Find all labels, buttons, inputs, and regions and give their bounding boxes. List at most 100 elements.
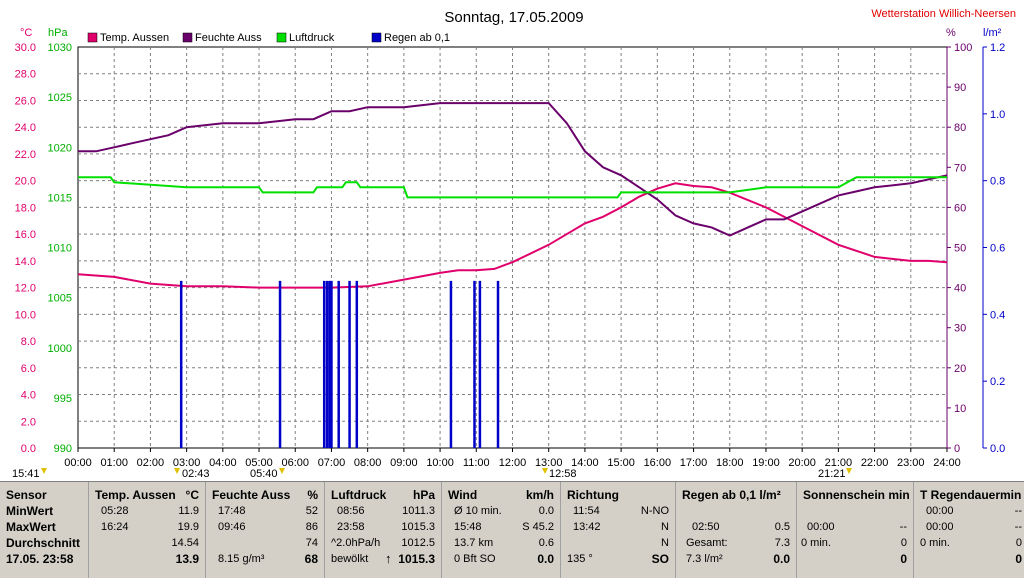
value-avg: 0.6 <box>538 537 554 549</box>
time-marker-label: 21:21 <box>818 468 846 480</box>
table-col-rain-duration: T Regendauermin 00:00 -- 00:00 -- 0 min.… <box>914 482 1024 578</box>
table-col-wind: Wind km/h Ø 10 min. 0.0 15:48 S 45.2 13.… <box>442 482 561 578</box>
rain-tick-label: 1.0 <box>990 109 1005 121</box>
humidity-tick-label: 70 <box>954 162 966 174</box>
statistics-table: Sensor MinWert MaxWert Durchschnitt 17.0… <box>0 481 1024 578</box>
total-value: 7.3 <box>774 537 790 549</box>
marker-arrow <box>174 468 180 474</box>
time-1: 00:00 <box>926 505 954 517</box>
series-layer <box>77 102 948 448</box>
x-tick-label: 11:00 <box>463 457 490 469</box>
x-tick-label: 09:00 <box>390 457 418 469</box>
row-label-current: 17.05. 23:58 <box>6 552 74 566</box>
humidity-tick-label: 80 <box>954 122 966 134</box>
marker-arrow <box>542 468 548 474</box>
value-max: 19.9 <box>177 521 199 533</box>
grid <box>78 47 947 448</box>
trend: ^2.0hPa/h <box>331 537 381 549</box>
value-current: 0.0 <box>537 552 554 566</box>
temp-tick-label: 12.0 <box>15 283 36 295</box>
x-tick-label: 04:00 <box>209 457 237 469</box>
pressure-tick-label: 1000 <box>48 343 72 355</box>
time-max: 09:46 <box>218 521 246 533</box>
x-tick-label: 05:00 <box>245 457 273 469</box>
legend-label-humidity: Feuchte Auss <box>195 32 262 44</box>
pressure-tick-label: 1005 <box>48 293 72 305</box>
value-avg: 1012.5 <box>401 537 435 549</box>
x-tick-label: 22:00 <box>861 457 889 469</box>
abs-humidity: 8.15 g/m³ <box>218 553 265 565</box>
time-markers: 15:41 02:43 05:40 12:58 21:21 <box>12 468 852 480</box>
row-label-max: MaxWert <box>6 520 56 534</box>
legend-label-temp: Temp. Aussen <box>100 32 169 44</box>
x-tick-label: 03:00 <box>173 457 201 469</box>
marker-arrow <box>279 468 285 474</box>
temp-tick-label: 30.0 <box>15 42 36 54</box>
time-marker-label: 02:43 <box>182 468 210 480</box>
humidity-tick-label: 0 <box>954 443 960 455</box>
degrees: 135 ° <box>567 553 593 565</box>
trend-arrow: ↑ <box>385 551 392 566</box>
x-tick-label: 02:00 <box>137 457 165 469</box>
beaufort: 0 Bft SO <box>454 553 496 565</box>
col-header: Wind <box>448 488 478 502</box>
total-label: Gesamt: <box>686 537 728 549</box>
value-min: 11.9 <box>178 505 199 517</box>
value-max: S 45.2 <box>522 521 554 533</box>
legend-swatch-humidity <box>182 32 193 43</box>
x-tick-label: 16:00 <box>644 457 672 469</box>
temp-line <box>77 182 948 289</box>
x-tick-label: 15:00 <box>607 457 635 469</box>
col-unit: hPa <box>412 488 435 502</box>
humidity-tick-label: 50 <box>954 243 966 255</box>
humidity-tick-label: 90 <box>954 82 966 94</box>
temp-tick-label: 8.0 <box>21 336 36 348</box>
col-header: Sonnenschein min <box>803 488 910 502</box>
col-header: Sensor <box>6 488 47 502</box>
pressure-tick-label: 1025 <box>48 92 72 104</box>
temp-tick-label: 26.0 <box>15 95 36 107</box>
distance: 13.7 km <box>454 537 494 549</box>
x-tick-label: 01:00 <box>100 457 128 469</box>
pressure-unit-label: hPa <box>48 27 68 39</box>
x-tick-label: 06:00 <box>281 457 309 469</box>
table-col-humidity: Feuchte Auss % 17:48 52 09:46 86 74 8.15… <box>206 482 325 578</box>
rain-tick-label: 0.2 <box>990 376 1005 388</box>
value-current: 13.9 <box>175 552 199 566</box>
value-current: 68 <box>304 552 318 566</box>
legend: Temp. Aussen Feuchte Auss Luftdruck Rege… <box>87 32 450 44</box>
row-label-avg: Durchschnitt <box>6 536 81 550</box>
col-unit: % <box>307 488 318 502</box>
time-marker-label: 12:58 <box>549 468 577 480</box>
humidity-tick-label: 60 <box>954 202 966 214</box>
table-col-pressure: Luftdruck hPa 08:56 1011.3 23:58 1015.3 … <box>325 482 442 578</box>
col-header: T Regendauermin <box>920 488 1022 502</box>
humidity-tick-label: 10 <box>954 403 966 415</box>
chart-title: Sonntag, 17.05.2009 <box>444 9 583 26</box>
temp-tick-label: 20.0 <box>15 176 36 188</box>
time-2: 00:00 <box>807 521 835 533</box>
table-col-rain: Regen ab 0,1 l/m² 02:50 0.5 Gesamt: 7.3 … <box>676 482 797 578</box>
value-2: N <box>661 521 669 533</box>
temp-unit-label: °C <box>20 27 32 39</box>
time-max: 02:50 <box>692 521 720 533</box>
pressure-tick-label: 995 <box>54 393 72 405</box>
value-3: 0 <box>900 537 907 549</box>
time-min: 08:56 <box>337 505 365 517</box>
value-3: N <box>661 537 669 549</box>
rain-tick-label: 0.4 <box>990 309 1005 321</box>
temp-tick-label: 22.0 <box>15 149 36 161</box>
x-tick-label: 14:00 <box>571 457 599 469</box>
axis-ticks: 00:00 01:00 02:00 03:00 04:00 05:00 06:00 07:00… <box>15 42 1006 469</box>
humidity-line <box>78 102 948 237</box>
x-tick-label: 21:00 <box>825 457 853 469</box>
value-2: -- <box>899 521 907 533</box>
x-tick-label: 07:00 <box>318 457 346 469</box>
pressure-tick-label: 990 <box>54 443 72 455</box>
temp-tick-label: 24.0 <box>15 122 36 134</box>
value-3: 0 <box>1015 537 1022 549</box>
value-current: 0.0 <box>773 552 790 566</box>
table-col-temp: Temp. Aussen °C 05:28 11.9 16:24 19.9 14… <box>89 482 206 578</box>
value-avg: 74 <box>305 537 318 549</box>
temp-tick-label: 14.0 <box>15 256 36 268</box>
